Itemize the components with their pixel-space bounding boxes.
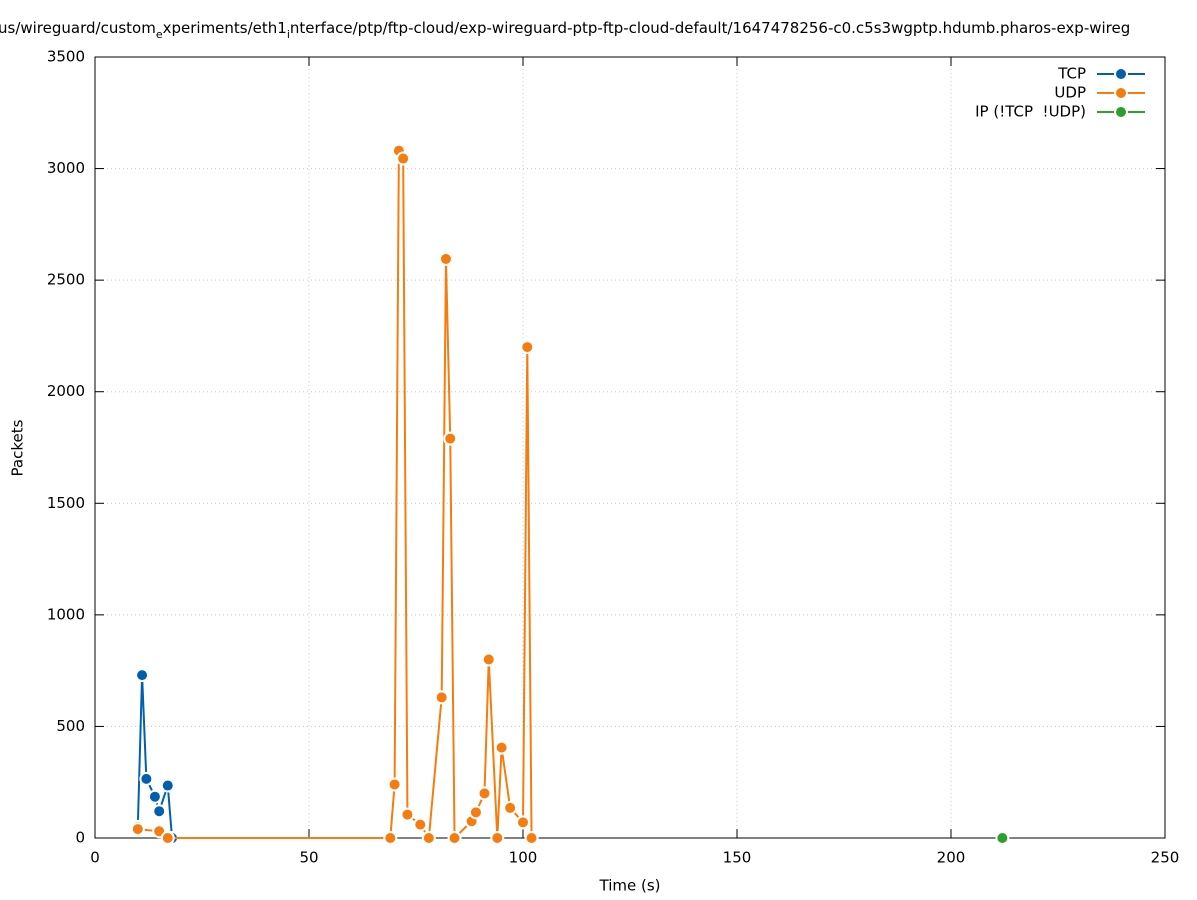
x-tick-label: 50 [299,849,318,867]
data-point [387,777,402,792]
title-part: xperiments/eth1 [163,19,287,37]
x-tick-label: 100 [509,849,538,867]
title-part: nterface/ptp/ftp-cloud/exp-wireguard-ptp… [290,19,1130,37]
data-point [477,786,492,801]
legend-swatch [1114,86,1128,100]
data-point [421,831,436,845]
data-point [434,690,449,705]
title-part: e [156,28,163,41]
data-point [520,340,535,355]
y-tick-label: 2500 [47,271,85,289]
legend-label: TCP [1057,65,1086,83]
data-point [516,815,530,830]
data-point [447,831,462,845]
y-tick-label: 1000 [47,605,85,623]
legend-swatch [1114,105,1128,119]
series-line [137,146,533,841]
y-tick-label: 2000 [47,382,85,400]
data-point [135,668,150,683]
y-tick-label: 1500 [47,494,85,512]
x-tick-label: 200 [937,849,966,867]
y-tick-label: 3000 [47,159,85,177]
legend-swatch [1114,67,1128,81]
data-point [147,789,162,804]
data-point [383,831,398,845]
title-part: i [287,28,290,41]
data-point [413,817,428,832]
plot-frame [94,56,1166,839]
y-tick-label: 0 [75,829,85,847]
legend-label: IP (!TCP !UDP) [975,103,1086,121]
data-point [130,822,145,837]
data-point [396,151,411,166]
chart-title: us/wireguard/customexperiments/eth1inter… [0,19,1130,41]
data-point [468,805,483,820]
data-point [995,831,1010,845]
title-part: us/wireguard/custom [0,19,156,37]
y-tick-label: 500 [56,717,85,735]
data-point [494,740,509,755]
x-tick-label: 250 [1151,849,1180,867]
legend-label: UDP [1054,84,1086,102]
data-point [481,652,496,667]
data-point [152,804,167,819]
data-point [443,431,458,446]
y-axis-label: Packets [9,419,27,476]
data-point [438,251,453,266]
data-point [524,831,539,845]
data-point [400,807,415,822]
data-point [503,800,518,815]
x-tick-label: 0 [90,849,100,867]
data-point [490,831,505,845]
data-point [160,831,175,845]
x-axis-label: Time (s) [599,877,661,895]
y-tick-label: 3500 [47,48,85,66]
data-point [139,771,154,786]
data-point [160,778,175,793]
x-tick-label: 150 [723,849,752,867]
